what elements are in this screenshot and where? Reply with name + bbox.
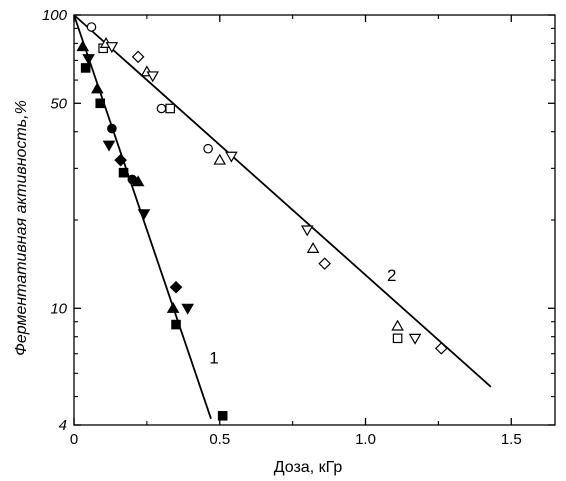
open-diamond-marker	[318, 257, 332, 270]
curve-label-1: 1	[209, 348, 218, 367]
plot-border	[73, 14, 556, 426]
open-square-marker	[165, 103, 175, 114]
open-triangle-down-marker	[300, 225, 314, 237]
ticks: 0 0.5 1.0 1.5 100 50 10 4	[42, 7, 555, 448]
plot-frame	[73, 14, 556, 426]
open-triangle-up-marker	[391, 319, 404, 331]
filled-circle-marker	[107, 123, 117, 134]
y-tick-label: 4	[59, 417, 67, 434]
open-square-marker	[392, 333, 403, 344]
fit-line-2	[73, 14, 492, 388]
x-axis-label: Доза, кГр	[274, 459, 343, 476]
y-tick-label: 50	[50, 95, 67, 112]
filled-triangle-down-marker	[137, 209, 151, 221]
filled-triangle-up-marker	[166, 301, 180, 313]
filled-square-marker	[118, 167, 129, 178]
filled-triangle-down-marker	[102, 140, 116, 152]
open-diamond-marker	[435, 342, 448, 355]
x-tick-label: 1.5	[501, 431, 522, 448]
fit-lines: 12	[73, 14, 492, 420]
filled-diamond-marker	[169, 280, 183, 294]
x-tick-label: 1.0	[355, 431, 376, 448]
open-triangle-down-marker	[146, 71, 159, 83]
open-diamond-marker	[131, 50, 145, 64]
open-circle-marker	[203, 143, 213, 154]
filled-diamond-marker	[114, 153, 127, 167]
filled-triangle-down-marker	[181, 303, 194, 315]
curve-label-2: 2	[387, 266, 396, 285]
y-tick-label: 100	[42, 7, 68, 24]
x-tick-label: 0	[70, 431, 78, 448]
y-tick-label: 10	[50, 300, 67, 317]
y-axis-label: Ферментативная активность,%	[13, 100, 30, 356]
filled-square-marker	[80, 63, 91, 73]
filled-square-marker	[171, 319, 181, 330]
filled-triangle-up-marker	[91, 82, 104, 94]
filled-triangle-down-marker	[82, 54, 95, 66]
open-triangle-up-marker	[213, 153, 227, 165]
filled-circle-marker	[127, 174, 138, 185]
open-triangle-down-marker	[105, 42, 119, 54]
open-circle-marker	[86, 22, 97, 32]
x-tick-label: 0.5	[209, 431, 230, 448]
filled-square-marker	[95, 98, 106, 109]
open-triangle-down-marker	[408, 333, 422, 345]
data-points	[76, 22, 448, 421]
filled-triangle-up-marker	[76, 40, 90, 52]
open-triangle-up-marker	[306, 241, 320, 253]
open-circle-marker	[156, 103, 167, 114]
open-triangle-down-marker	[225, 151, 238, 163]
filled-square-marker	[217, 410, 228, 421]
